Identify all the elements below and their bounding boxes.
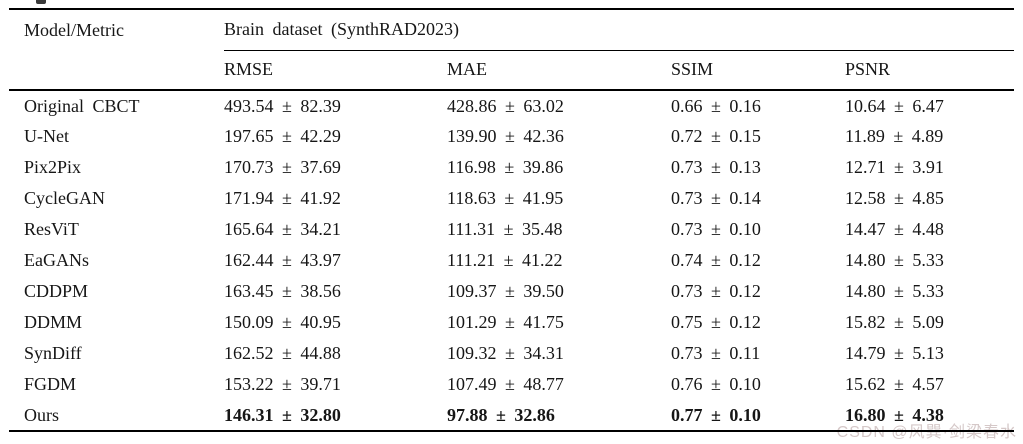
mae-value-cell: 111.31 ± 35.48 — [447, 219, 563, 239]
mae-value-cell: 118.63 ± 41.95 — [447, 188, 564, 208]
mae-value-cell: 109.32 ± 34.31 — [447, 343, 564, 363]
table-row: Original CBCT 493.54 ± 82.39 428.86 ± 63.0… — [9, 90, 1014, 121]
model-name-cell: Original CBCT — [24, 95, 140, 116]
mae-value-cell: 97.88 ± 32.86 — [447, 404, 555, 425]
column-header-psnr: PSNR — [845, 59, 891, 80]
psnr-value-cell: 14.80 ± 5.33 — [845, 281, 944, 301]
results-table-header: Model/Metric Brain dataset (SynthRAD2023… — [9, 9, 1015, 90]
psnr-value-cell: 15.62 ± 4.57 — [845, 374, 944, 394]
psnr-value-cell: 16.80 ± 4.38 — [845, 404, 944, 425]
ssim-value-cell: 0.73 ± 0.10 — [671, 219, 761, 239]
mae-value-cell: 139.90 ± 42.36 — [447, 126, 564, 146]
table-row: ResViT 165.64 ± 34.21 111.31 ± 35.48 0.73 ±… — [9, 214, 1014, 245]
table-row: FGDM 153.22 ± 39.71 107.49 ± 48.77 0.76 ± 0… — [9, 369, 1014, 400]
rmse-value-cell: 170.73 ± 37.69 — [224, 157, 341, 177]
table-row: CycleGAN 171.94 ± 41.92 118.63 ± 41.95 0.73… — [9, 183, 1014, 214]
rmse-value-cell: 162.52 ± 44.88 — [224, 343, 341, 363]
mae-value-cell: 111.21 ± 41.22 — [447, 250, 563, 270]
ssim-value-cell: 0.75 ± 0.12 — [671, 312, 761, 332]
table-row: DDMM 150.09 ± 40.95 101.29 ± 41.75 0.75 ± 0… — [9, 307, 1014, 338]
rmse-value-cell: 165.64 ± 34.21 — [224, 219, 341, 239]
psnr-value-cell: 14.80 ± 5.33 — [845, 250, 944, 270]
psnr-value-cell: 15.82 ± 5.09 — [845, 312, 944, 332]
rmse-value-cell: 153.22 ± 39.71 — [224, 374, 341, 394]
model-name-cell: SynDiff — [24, 343, 82, 363]
rmse-value-cell: 493.54 ± 82.39 — [224, 95, 341, 116]
corner-header: Model/Metric — [24, 20, 124, 40]
psnr-value-cell: 12.71 ± 3.91 — [845, 157, 944, 177]
group-header-row: Model/Metric Brain dataset (SynthRAD2023… — [9, 9, 1015, 51]
column-header-ssim: SSIM — [671, 59, 714, 80]
ssim-value-cell: 0.73 ± 0.12 — [671, 281, 761, 301]
rmse-value-cell: 197.65 ± 42.29 — [224, 126, 341, 146]
model-name-cell: FGDM — [24, 374, 77, 394]
mae-value-cell: 101.29 ± 41.75 — [447, 312, 564, 332]
ssim-value-cell: 0.76 ± 0.10 — [671, 374, 761, 394]
model-name-cell: ResViT — [24, 219, 79, 239]
table-row: Ours 146.31 ± 32.80 97.88 ± 32.86 0.77 ± 0.… — [9, 400, 1014, 431]
mae-value-cell: 116.98 ± 39.86 — [447, 157, 564, 177]
ssim-value-cell: 0.73 ± 0.11 — [671, 343, 761, 363]
mae-value-cell: 107.49 ± 48.77 — [447, 374, 564, 394]
ssim-value-cell: 0.72 ± 0.15 — [671, 126, 761, 146]
table-row: SynDiff 162.52 ± 44.88 109.32 ± 34.31 0.73 … — [9, 338, 1014, 369]
ssim-value-cell: 0.66 ± 0.16 — [671, 95, 761, 116]
rmse-value-cell: 171.94 ± 41.92 — [224, 188, 341, 208]
cropped-text-fragment — [36, 0, 46, 4]
rmse-value-cell: 150.09 ± 40.95 — [224, 312, 341, 332]
column-header-mae: MAE — [447, 59, 487, 80]
model-name-cell: Ours — [24, 404, 59, 425]
ssim-value-cell: 0.73 ± 0.13 — [671, 157, 761, 177]
table-row: U-Net 197.65 ± 42.29 139.90 ± 42.36 0.72 ± … — [9, 121, 1014, 152]
results-table: Model/Metric Brain dataset (SynthRAD2023… — [9, 8, 1015, 432]
model-name-cell: CycleGAN — [24, 188, 105, 208]
mae-value-cell: 428.86 ± 63.02 — [447, 95, 564, 116]
model-name-cell: CDDPM — [24, 281, 89, 301]
rmse-value-cell: 146.31 ± 32.80 — [224, 404, 341, 425]
model-name-cell: Pix2Pix — [24, 157, 82, 177]
ssim-value-cell: 0.73 ± 0.14 — [671, 188, 761, 208]
psnr-value-cell: 12.58 ± 4.85 — [845, 188, 944, 208]
rmse-value-cell: 163.45 ± 38.56 — [224, 281, 341, 301]
model-name-cell: EaGANs — [24, 250, 89, 270]
model-name-cell: U-Net — [24, 126, 69, 146]
psnr-value-cell: 14.47 ± 4.48 — [845, 219, 944, 239]
table-row: EaGANs 162.44 ± 43.97 111.21 ± 41.22 0.74 ±… — [9, 245, 1014, 276]
psnr-value-cell: 14.79 ± 5.13 — [845, 343, 944, 363]
metric-header-row: RMSE MAE SSIM PSNR — [9, 50, 1014, 90]
csdn-watermark: CSDN @风巽·剑梁春水 — [836, 424, 1017, 441]
column-header-rmse: RMSE — [224, 59, 274, 80]
ssim-value-cell: 0.77 ± 0.10 — [671, 404, 761, 425]
psnr-value-cell: 11.89 ± 4.89 — [845, 126, 944, 146]
rmse-value-cell: 162.44 ± 43.97 — [224, 250, 341, 270]
model-name-cell: DDMM — [24, 312, 83, 332]
mae-value-cell: 109.37 ± 39.50 — [447, 281, 564, 301]
dataset-group-header: Brain dataset (SynthRAD2023) — [224, 9, 1015, 51]
psnr-value-cell: 10.64 ± 6.47 — [845, 95, 944, 116]
table-row: Pix2Pix 170.73 ± 37.69 116.98 ± 39.86 0.73 … — [9, 152, 1014, 183]
results-table-body: Original CBCT 493.54 ± 82.39 428.86 ± 63.0… — [9, 90, 1014, 431]
ssim-value-cell: 0.74 ± 0.12 — [671, 250, 761, 270]
table-row: CDDPM 163.45 ± 38.56 109.37 ± 39.50 0.73 ± … — [9, 276, 1014, 307]
